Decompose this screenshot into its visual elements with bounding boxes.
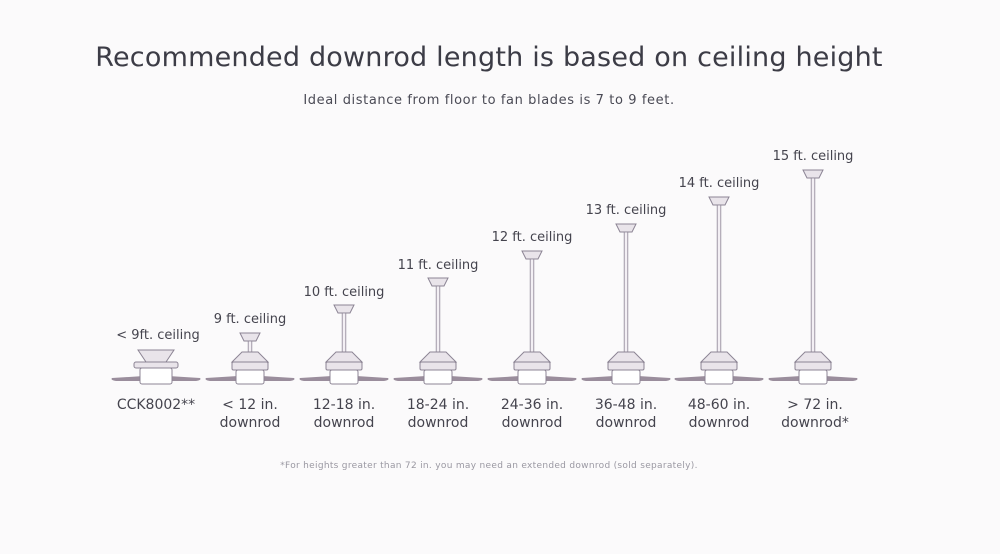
downrod-label: 18-24 in. downrod xyxy=(406,397,470,431)
ceiling-label: 15 ft. ceiling xyxy=(772,149,854,164)
motor-housing xyxy=(133,361,179,369)
downrod xyxy=(247,340,253,353)
motor-band xyxy=(419,361,457,371)
motor-band xyxy=(607,361,645,371)
canopy xyxy=(427,277,449,287)
downrod-label: > 72 in. downrod* xyxy=(781,397,849,431)
downrod xyxy=(623,231,629,353)
downrod xyxy=(810,177,816,353)
ceiling-label: 9 ft. ceiling xyxy=(213,312,287,327)
ceiling-label: < 9ft. ceiling xyxy=(116,328,200,343)
light-kit xyxy=(139,367,173,385)
downrod xyxy=(716,204,722,353)
downrod-label: < 12 in. downrod xyxy=(219,397,281,431)
fan-blade xyxy=(393,376,426,381)
canopy xyxy=(239,332,261,342)
ceiling-label: 11 ft. ceiling xyxy=(397,258,479,273)
ceiling-fan-icon xyxy=(487,250,577,385)
ceiling-fan-icon xyxy=(768,169,858,385)
fan-blade xyxy=(768,376,801,381)
fan-blade xyxy=(168,376,201,381)
downrod-label: 36-48 in. downrod xyxy=(594,397,658,431)
fan-blade xyxy=(638,376,671,381)
fan-blade xyxy=(544,376,577,381)
fan-blade xyxy=(581,376,614,381)
downrod-label: 12-18 in. downrod xyxy=(312,397,376,431)
page-subtitle: Ideal distance from floor to fan blades … xyxy=(303,93,675,108)
motor-housing xyxy=(699,351,739,363)
fan-blade xyxy=(299,376,332,381)
fan-blade xyxy=(262,376,295,381)
light-kit xyxy=(423,369,453,385)
motor-housing xyxy=(793,351,833,363)
motor-housing xyxy=(418,351,458,363)
ceiling-fan-icon xyxy=(205,332,295,385)
motor-band xyxy=(231,361,269,371)
ceiling-fan-icon xyxy=(674,196,764,385)
fan-blade xyxy=(111,376,144,381)
fan-blade xyxy=(825,376,858,381)
motor-housing xyxy=(606,351,646,363)
footnote: *For heights greater than 72 in. you may… xyxy=(280,461,698,471)
motor-housing xyxy=(230,351,270,363)
ceiling-fan-icon xyxy=(581,223,671,385)
fan-blade xyxy=(356,376,389,381)
canopy xyxy=(333,304,355,314)
light-kit xyxy=(235,369,265,385)
downrod-label: 48-60 in. downrod xyxy=(687,397,751,431)
motor-band xyxy=(513,361,551,371)
downrod-label: CCK8002** xyxy=(116,397,196,413)
ceiling-label: 10 ft. ceiling xyxy=(303,285,385,300)
ceiling-fan-icon xyxy=(111,349,201,385)
light-kit xyxy=(611,369,641,385)
light-kit xyxy=(517,369,547,385)
fan-blade xyxy=(205,376,238,381)
motor-band xyxy=(325,361,363,371)
page-title: Recommended downrod length is based on c… xyxy=(95,42,883,73)
ceiling-label: 13 ft. ceiling xyxy=(585,203,667,218)
ceiling-fan-icon xyxy=(393,277,483,385)
fan-blade xyxy=(731,376,764,381)
fan-blade xyxy=(487,376,520,381)
canopy xyxy=(615,223,637,233)
downrod xyxy=(341,312,347,353)
light-kit xyxy=(798,369,828,385)
canopy xyxy=(521,250,543,260)
downrod xyxy=(529,258,535,353)
canopy xyxy=(708,196,730,206)
light-kit xyxy=(704,369,734,385)
light-kit xyxy=(329,369,359,385)
downrod-label: 24-36 in. downrod xyxy=(500,397,564,431)
motor-housing xyxy=(324,351,364,363)
ceiling-fan-icon xyxy=(299,304,389,385)
motor-band xyxy=(700,361,738,371)
motor-housing xyxy=(512,351,552,363)
canopy xyxy=(802,169,824,179)
ceiling-label: 14 ft. ceiling xyxy=(678,176,760,191)
motor-band xyxy=(794,361,832,371)
canopy xyxy=(137,349,175,363)
downrod xyxy=(435,285,441,353)
fan-blade xyxy=(674,376,707,381)
fan-blade xyxy=(450,376,483,381)
ceiling-label: 12 ft. ceiling xyxy=(491,230,573,245)
